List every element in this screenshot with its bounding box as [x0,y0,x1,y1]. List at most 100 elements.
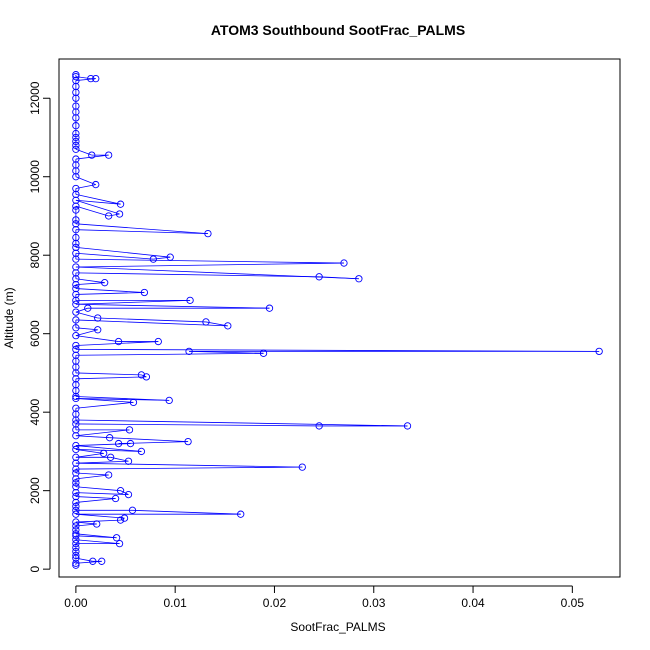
x-axis-label: SootFrac_PALMS [290,620,385,634]
data-point [72,475,80,483]
data-point [72,102,80,110]
series-segment [75,496,116,499]
data-point [72,226,80,234]
data-point [72,510,80,518]
data-point [72,465,80,473]
x-tick-label: 0.02 [263,596,287,610]
data-point [184,437,192,446]
data-point [185,347,193,356]
data-point [72,479,80,487]
data-point [72,386,80,395]
series-segment [75,486,121,492]
series-segment [75,311,98,319]
series-segment [75,419,408,427]
series-segment [75,398,134,403]
data-point [72,141,80,149]
plot-frame [58,58,621,578]
data-point [98,557,106,565]
data-point [116,200,125,208]
data-point [298,463,306,471]
series-segment [75,513,125,519]
data-point [72,410,80,418]
series-segment [205,321,228,327]
data-point [72,220,80,228]
y-axis: 0 2000 4000 6000 8000 10000 12000 [28,81,51,572]
data-point [137,371,146,379]
series-segment [75,498,116,503]
series-segment [75,282,105,286]
data-point [105,471,113,479]
data-point [72,129,80,138]
data-point [315,422,323,430]
series-segment [109,437,189,443]
series-segment [75,460,129,464]
series-segment [75,449,142,452]
data-point [72,392,80,401]
data-point [111,494,120,503]
series-segment [75,319,228,327]
series-segment [75,329,98,337]
series-segment [75,278,105,284]
data-point [72,445,80,454]
series-segment [75,398,170,401]
data-point [259,349,268,357]
series-segment [75,401,134,409]
data-point [105,151,113,159]
data-point [72,357,80,365]
data-point [84,304,92,312]
series-segment [75,252,154,260]
data-point [72,532,80,540]
data-point [106,453,115,461]
data-point [237,510,245,518]
series-segment [75,299,191,305]
series-segment [97,317,206,323]
data-point [72,71,80,79]
data-point [126,439,135,448]
data-point [72,161,80,169]
data-point [315,273,323,281]
data-point [340,259,348,267]
x-tick-label: 0.00 [64,596,88,610]
series-segment [75,429,130,437]
data-point [72,145,80,153]
data-point [72,173,80,181]
series-segment [75,199,121,205]
data-point [72,381,80,389]
series-segment [75,154,109,160]
data-point [72,296,80,304]
data-point [72,269,80,277]
data-point [72,543,80,552]
data-point [124,490,133,499]
data-point [115,539,124,548]
data-point [72,506,80,514]
data-point [72,284,80,293]
series-segment [120,490,129,495]
series-layer [72,71,603,569]
data-point [140,288,149,297]
data-point [72,184,80,193]
data-point [72,122,80,130]
data-point [72,453,80,461]
data-point [72,94,80,102]
data-point [72,559,80,567]
series-segment [75,199,120,215]
data-point [72,522,80,530]
series-segment [75,472,109,476]
data-point [125,426,134,434]
y-tick-label: 10000 [28,160,42,194]
data-point [129,398,138,407]
series-segment [75,258,344,264]
data-point [124,457,133,465]
x-tick-label: 0.03 [362,596,386,610]
data-point [72,114,80,122]
y-tick-label: 12000 [28,81,42,115]
series-segment [75,462,303,468]
data-point [72,133,80,142]
data-point [72,441,80,450]
data-point [595,347,603,356]
data-point [72,554,80,562]
series-segment [75,246,171,258]
data-point [72,530,80,538]
